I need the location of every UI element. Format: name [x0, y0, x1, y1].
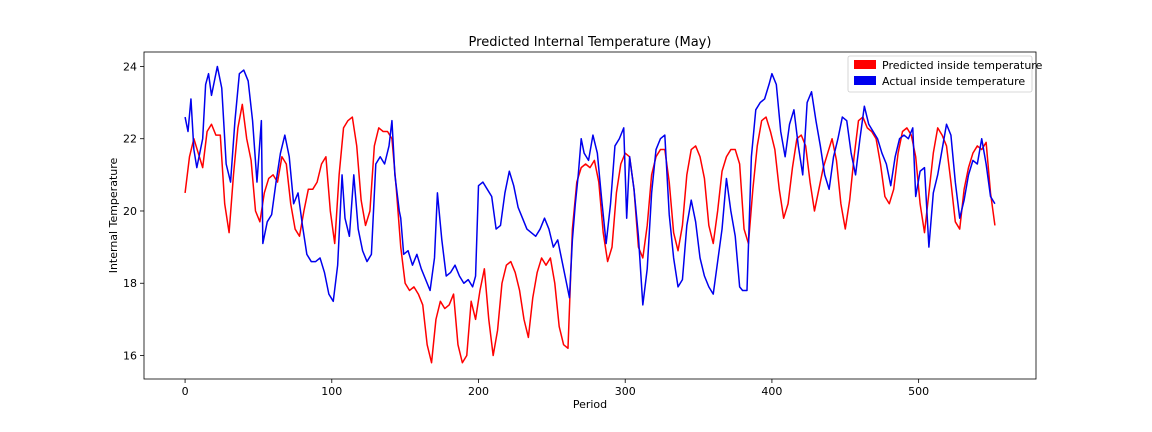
y-tick-label: 16: [123, 350, 137, 363]
legend: Predicted inside temperature Actual insi…: [847, 55, 1043, 93]
legend-label-actual: Actual inside temperature: [882, 75, 1025, 88]
legend-label-predicted: Predicted inside temperature: [882, 59, 1043, 72]
y-tick-label: 20: [123, 205, 137, 218]
legend-box: [847, 55, 1033, 93]
x-tick-label: 300: [615, 385, 636, 398]
y-tick-label: 18: [123, 277, 137, 290]
x-tick-label: 0: [182, 385, 189, 398]
legend-swatch-actual: [854, 76, 876, 85]
x-tick-label: 200: [468, 385, 489, 398]
x-tick-label: 100: [321, 385, 342, 398]
y-tick-label: 22: [123, 133, 137, 146]
y-axis: 16 18 20 22 24: [123, 60, 144, 363]
x-tick-label: 500: [908, 385, 929, 398]
plot-frame: [143, 51, 1037, 380]
plot-lines: [184, 65, 996, 364]
x-axis: 0 100 200 300 400 500: [182, 379, 929, 398]
series-line-predicted: [184, 103, 996, 364]
x-tick-label: 400: [761, 385, 782, 398]
chart-title: Predicted Internal Temperature (May): [469, 35, 712, 50]
y-tick-label: 24: [123, 60, 137, 73]
y-axis-label: Internal Temperature: [107, 157, 120, 273]
series-line-actual: [184, 65, 996, 306]
legend-swatch-predicted: [854, 60, 876, 69]
x-axis-label: Period: [573, 398, 607, 411]
